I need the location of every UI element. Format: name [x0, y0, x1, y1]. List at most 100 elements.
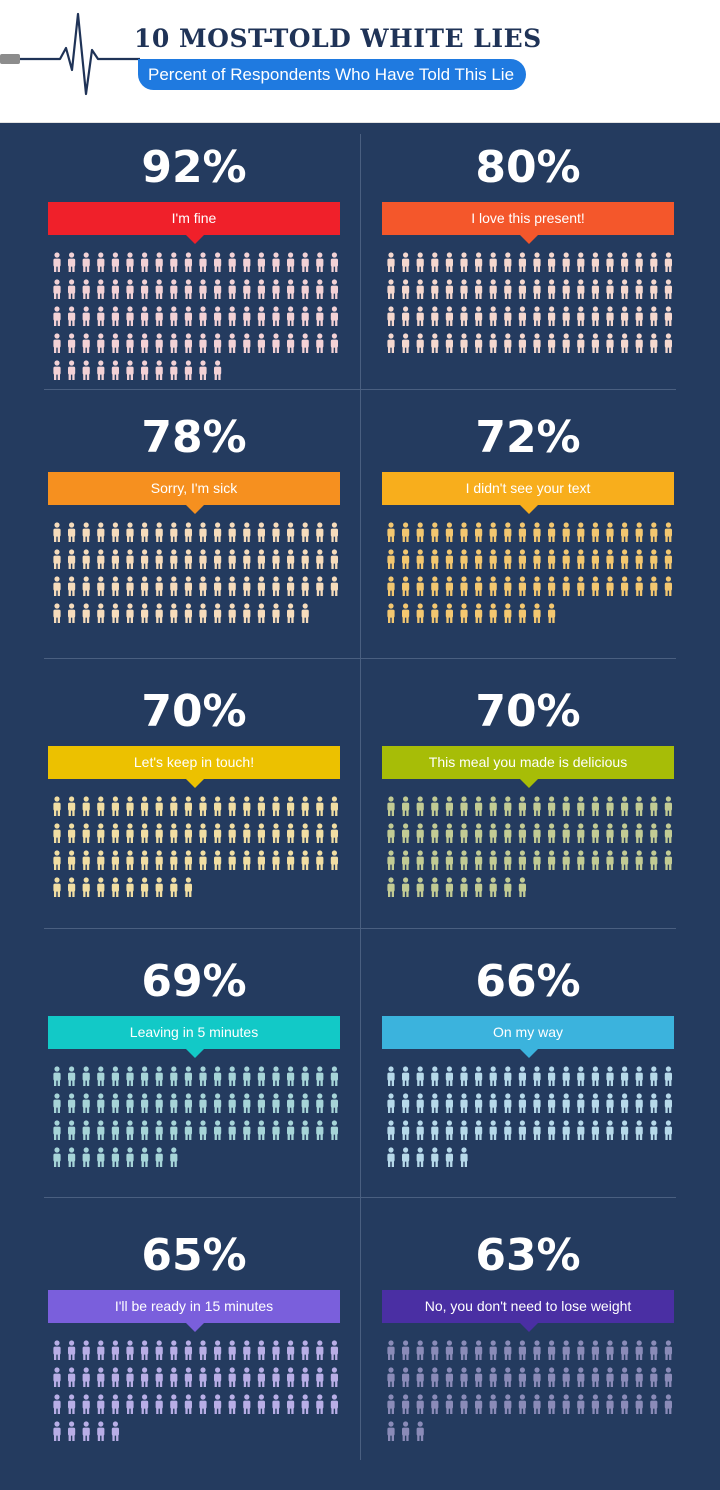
person-icon: [97, 823, 105, 843]
person-icon: [126, 1147, 134, 1167]
row-divider: [44, 658, 676, 659]
person-icon: [257, 279, 265, 299]
person-icon: [301, 1394, 309, 1414]
person-icon: [53, 279, 61, 299]
person-icon: [402, 306, 410, 326]
person-icon: [577, 549, 585, 569]
person-icon: [445, 796, 453, 816]
person-icon: [416, 279, 424, 299]
person-icon: [243, 823, 251, 843]
person-icon: [387, 306, 395, 326]
person-icon: [68, 522, 76, 542]
person-icon: [330, 1340, 338, 1360]
person-icon: [577, 576, 585, 596]
person-icon: [53, 603, 61, 623]
person-icon: [53, 576, 61, 596]
person-icon: [97, 279, 105, 299]
person-icon: [126, 603, 134, 623]
person-icon: [53, 360, 61, 380]
person-icon: [272, 549, 280, 569]
person-icon: [416, 823, 424, 843]
person-icon: [243, 333, 251, 353]
person-icon: [489, 1367, 497, 1387]
person-icon: [533, 1120, 541, 1140]
person-icon: [97, 333, 105, 353]
person-icon: [460, 1394, 468, 1414]
person-icon: [287, 252, 295, 272]
person-icon: [97, 850, 105, 870]
person-icon: [504, 850, 512, 870]
lie-label: Sorry, I'm sick: [48, 472, 340, 505]
person-icon: [606, 796, 614, 816]
people-pictogram: [387, 796, 672, 897]
person-icon: [518, 1066, 526, 1086]
person-icon: [184, 306, 192, 326]
person-icon: [287, 576, 295, 596]
person-icon: [228, 1340, 236, 1360]
person-icon: [330, 796, 338, 816]
person-icon: [287, 1120, 295, 1140]
person-icon: [316, 1066, 324, 1086]
person-icon: [155, 522, 163, 542]
person-icon: [460, 850, 468, 870]
person-icon: [562, 850, 570, 870]
person-icon: [272, 796, 280, 816]
person-icon: [68, 252, 76, 272]
person-icon: [591, 1367, 599, 1387]
person-icon: [591, 796, 599, 816]
person-icon: [650, 252, 658, 272]
person-icon: [635, 252, 643, 272]
person-icon: [533, 603, 541, 623]
person-icon: [301, 522, 309, 542]
person-icon: [301, 1066, 309, 1086]
person-icon: [475, 877, 483, 897]
person-icon: [287, 1093, 295, 1113]
person-icon: [387, 1120, 395, 1140]
person-icon: [606, 1367, 614, 1387]
person-icon: [272, 1093, 280, 1113]
person-icon: [548, 823, 556, 843]
person-icon: [170, 1147, 178, 1167]
person-icon: [635, 279, 643, 299]
person-icon: [199, 823, 207, 843]
person-icon: [126, 360, 134, 380]
person-icon: [518, 1093, 526, 1113]
person-icon: [591, 333, 599, 353]
person-icon: [577, 1367, 585, 1387]
person-icon: [272, 522, 280, 542]
person-icon: [199, 522, 207, 542]
person-icon: [445, 522, 453, 542]
person-icon: [431, 850, 439, 870]
person-icon: [460, 877, 468, 897]
person-icon: [475, 576, 483, 596]
person-icon: [214, 360, 222, 380]
person-icon: [126, 306, 134, 326]
person-icon: [257, 1093, 265, 1113]
person-icon: [475, 796, 483, 816]
person-icon: [445, 1066, 453, 1086]
person-icon: [664, 333, 672, 353]
person-icon: [141, 279, 149, 299]
person-icon: [228, 823, 236, 843]
person-icon: [402, 1066, 410, 1086]
person-icon: [53, 1367, 61, 1387]
person-icon: [431, 306, 439, 326]
person-icon: [170, 1367, 178, 1387]
person-icon: [548, 1394, 556, 1414]
person-icon: [577, 1066, 585, 1086]
person-icon: [402, 1093, 410, 1113]
person-icon: [562, 1066, 570, 1086]
person-icon: [460, 1367, 468, 1387]
person-icon: [621, 576, 629, 596]
person-icon: [533, 1066, 541, 1086]
person-icon: [562, 1093, 570, 1113]
person-icon: [68, 603, 76, 623]
person-icon: [650, 823, 658, 843]
person-icon: [199, 576, 207, 596]
label-pointer: [520, 779, 538, 788]
person-icon: [155, 1394, 163, 1414]
person-icon: [155, 576, 163, 596]
person-icon: [68, 1394, 76, 1414]
person-icon: [243, 279, 251, 299]
lie-panel: 72% I didn't see your text: [382, 412, 674, 672]
